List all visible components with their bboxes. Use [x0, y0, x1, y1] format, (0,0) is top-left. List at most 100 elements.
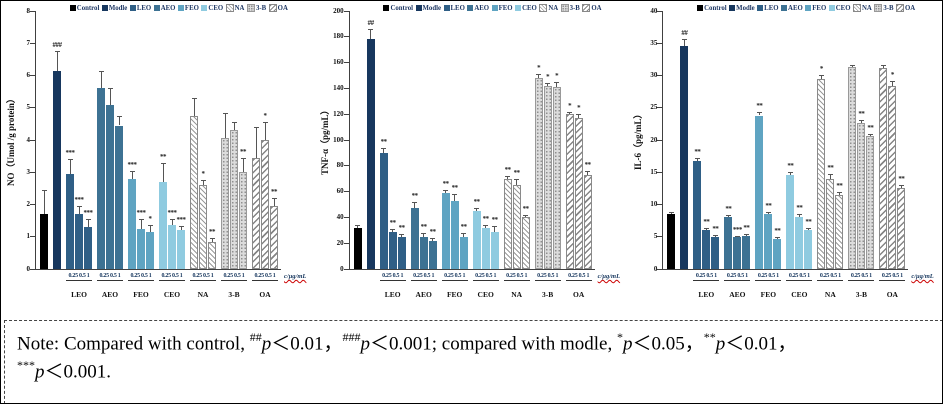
- error-bar: [162, 162, 164, 182]
- significance-label: ###: [52, 41, 63, 50]
- error-bar-cap: [567, 111, 573, 113]
- bar-ceo-1: [804, 229, 813, 269]
- legend-swatch-icon: [225, 4, 234, 12]
- legend-label: Modle: [736, 4, 755, 12]
- error-bar-cap: [381, 147, 387, 149]
- bar-3-b-1: [552, 87, 561, 269]
- legend-label: NA: [548, 4, 559, 12]
- legend-label: CEO: [835, 4, 851, 12]
- legend-item-oa: OA: [268, 4, 288, 12]
- significance-label: *: [201, 170, 206, 179]
- bar-modle: [680, 46, 689, 269]
- error-bar: [445, 190, 447, 193]
- significance-label: **: [743, 224, 750, 233]
- error-bar-cap: [787, 172, 793, 174]
- axis-unit-label: c/μg/mL: [911, 273, 934, 280]
- legend-item-ceo: CEO: [201, 5, 223, 12]
- significance-label: **: [522, 204, 530, 213]
- bar-feo-0.25: [755, 115, 764, 269]
- chart-panel-no: NO（Umol /g protein） Control Modle LEO AEO FE…: [1, 1, 315, 317]
- note-text: Note: Compared with control, ##p＜0.01，##…: [17, 330, 797, 383]
- error-bar-cap: [805, 227, 811, 229]
- significance-label: ***: [74, 196, 85, 205]
- y-axis-tick: [30, 139, 35, 141]
- axis-unit-label: c/μg/mL: [284, 273, 307, 280]
- legend-swatch-icon: [177, 5, 184, 11]
- error-bar-cap: [765, 211, 771, 213]
- chart-legend: Control Modle LEO AEO FEO CEO NA 3-B OA: [672, 4, 940, 12]
- bar-na-0.5: [199, 185, 207, 269]
- error-bar-cap: [743, 234, 749, 236]
- p-value-symbol: p: [261, 333, 272, 355]
- y-axis-tick: [30, 42, 35, 44]
- bar-leo-0.5: [75, 214, 83, 269]
- error-bar: [87, 219, 89, 228]
- group-label: CEO: [477, 290, 494, 299]
- error-bar: [758, 111, 760, 116]
- legend-label: LEO: [136, 4, 152, 12]
- legend-item-control: Control: [383, 5, 413, 12]
- y-axis-tick-label: 1: [26, 232, 31, 241]
- bar-na-1: [835, 195, 844, 269]
- bar-oa-0.5: [888, 86, 897, 269]
- y-axis-tick: [657, 236, 663, 238]
- x-axis-tick-label: 0.25 0.5 1: [190, 273, 216, 281]
- bar-leo-1: [711, 236, 720, 269]
- y-axis-tick: [343, 113, 349, 115]
- p-value-symbol: p: [715, 333, 726, 355]
- legend-item-aeo: AEO: [781, 5, 803, 12]
- legend-label: OA: [905, 4, 916, 12]
- legend-item-modle: Modle: [415, 4, 442, 12]
- y-axis-tick-label: 20: [336, 238, 344, 247]
- error-bar: [767, 211, 769, 215]
- y-axis-tick-label: 3: [26, 167, 31, 176]
- x-axis-tick-label: 0.25 0.5 1: [472, 273, 499, 281]
- significance-label: **: [491, 216, 499, 225]
- error-bar: [202, 180, 204, 186]
- bar-na-1: [208, 241, 216, 269]
- error-bar-cap: [554, 81, 560, 83]
- error-bar-cap: [474, 208, 480, 210]
- bar-leo-0.5: [702, 230, 711, 269]
- error-bar-cap: [191, 98, 197, 100]
- significance-superscript: *: [616, 330, 623, 344]
- error-bar-cap: [169, 219, 175, 220]
- legend-item-3-b: 3-B: [874, 4, 894, 12]
- y-axis-tick-label: 120: [333, 109, 344, 118]
- error-bar: [56, 51, 58, 71]
- legend-label: Control: [704, 4, 727, 12]
- legend-swatch-icon: [729, 5, 736, 11]
- legend-label: AEO: [788, 4, 803, 12]
- error-bar: [789, 172, 791, 176]
- bar-control: [667, 214, 676, 269]
- y-axis-tick-label: 30: [650, 71, 658, 79]
- error-bar-cap: [107, 88, 113, 90]
- legend-label: CEO: [208, 4, 224, 12]
- legend-label: Modle: [422, 4, 442, 12]
- bar-leo-0.5: [388, 231, 397, 269]
- legend-swatch-icon: [852, 4, 861, 12]
- bar-feo-0.5: [764, 214, 773, 269]
- error-bar-cap: [712, 234, 718, 236]
- error-bar: [494, 226, 496, 232]
- bar-na-0.25: [817, 78, 826, 269]
- error-bar-cap: [858, 120, 864, 121]
- x-axis-tick-label: 0.25 0.5 1: [66, 273, 92, 281]
- significance-superscript: **: [703, 330, 716, 344]
- y-axis-tick: [30, 107, 35, 109]
- significance-label: **: [209, 228, 216, 237]
- legend-swatch-icon: [757, 5, 764, 11]
- significance-label: **: [429, 228, 437, 237]
- error-bar-cap: [41, 189, 47, 191]
- error-bar: [860, 120, 862, 124]
- y-axis-tick: [343, 62, 349, 64]
- significance-label: *: [890, 70, 895, 79]
- legend-item-oa: OA: [582, 4, 602, 12]
- error-bar: [578, 114, 580, 119]
- bar-ceo-1: [177, 230, 185, 269]
- error-bar-cap: [523, 214, 529, 216]
- group-label: OA: [573, 290, 585, 299]
- significance-label: **: [389, 219, 397, 227]
- bar-3-b-0.25: [221, 138, 229, 269]
